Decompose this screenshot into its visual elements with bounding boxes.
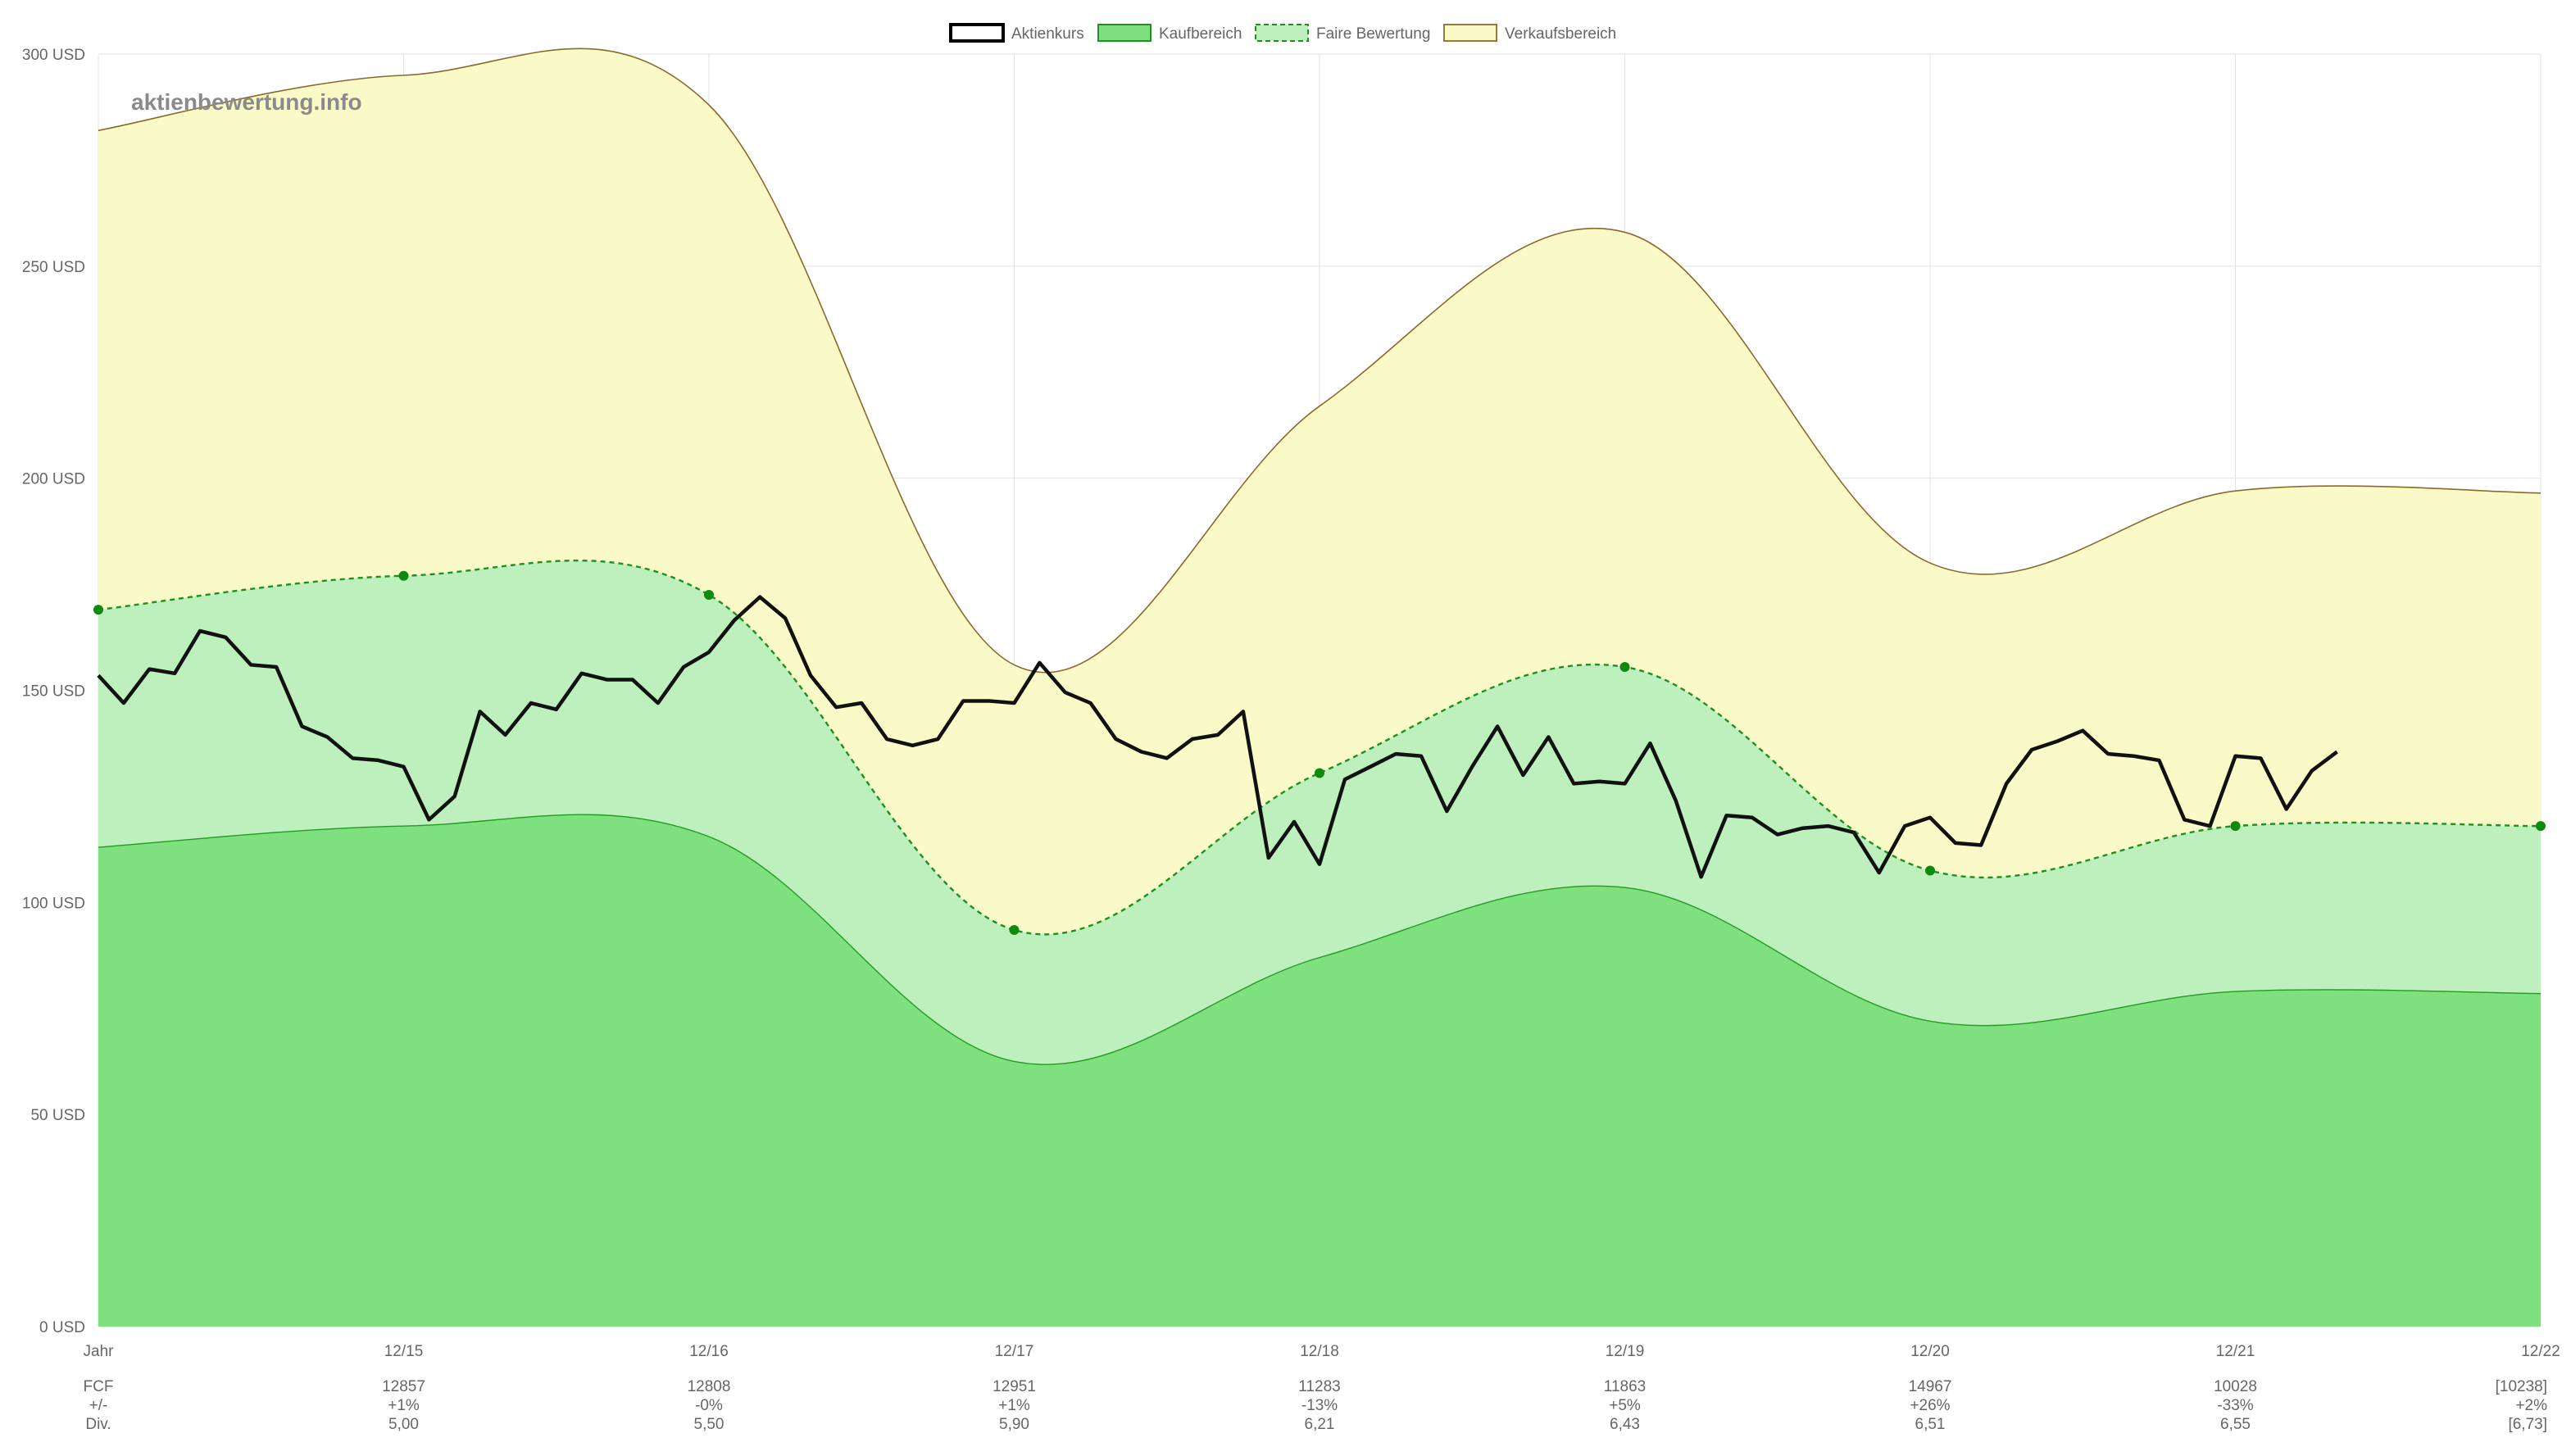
table-cell-0-0: 12857 xyxy=(382,1378,425,1395)
x-tick-label-0: Jahr xyxy=(84,1343,115,1360)
table-cell-0-3: 11283 xyxy=(1298,1378,1340,1395)
x-tick-label-6: 12/20 xyxy=(1910,1343,1950,1360)
fair-value-point-7 xyxy=(2230,821,2241,832)
table-cell-0-5: 14967 xyxy=(1909,1378,1952,1395)
fair-value-point-6 xyxy=(1925,865,1935,876)
fair-value-point-5 xyxy=(1619,662,1630,673)
legend-label-kaufbereich: Kaufbereich xyxy=(1159,25,1242,43)
fair-value-point-8 xyxy=(2536,821,2546,832)
x-axis: Jahr 12/15 12/16 12/17 12/18 12/19 12/20 12/21 1… xyxy=(84,1343,2560,1360)
kaufbereich-line xyxy=(98,814,2541,1065)
y-tick-label-2: 100 USD xyxy=(22,895,85,912)
table-cell-1-1: -0% xyxy=(695,1397,723,1414)
x-tick-label-7: 12/21 xyxy=(2216,1343,2255,1360)
table-cell-2-5: 6,51 xyxy=(1915,1416,1946,1433)
legend-item-kaufbereich[interactable]: Kaufbereich xyxy=(1097,24,1242,43)
x-tick-label-5: 12/19 xyxy=(1606,1343,1645,1360)
legend-swatch-kaufbereich xyxy=(1097,24,1151,42)
x-tick-label-3: 12/17 xyxy=(995,1343,1034,1360)
table-cell-0-4: 11863 xyxy=(1604,1378,1646,1395)
table-cell-0-7: [10238] xyxy=(2496,1378,2547,1395)
x-tick-label-2: 12/16 xyxy=(689,1343,729,1360)
fair-value-points xyxy=(93,570,2546,935)
table-cell-0-2: 12951 xyxy=(993,1378,1036,1395)
y-tick-label-1: 50 USD xyxy=(30,1107,85,1124)
area-series xyxy=(98,48,2541,1327)
legend-swatch-faire xyxy=(1255,24,1309,42)
x-tick-label-1: 12/15 xyxy=(384,1343,424,1360)
legend-label-faire: Faire Bewertung xyxy=(1316,25,1430,43)
legend-item-aktienkurs[interactable]: Aktienkurs xyxy=(949,23,1084,43)
fair-value-point-3 xyxy=(1009,924,1020,935)
legend-swatch-verkauf xyxy=(1443,24,1497,42)
y-tick-label-4: 200 USD xyxy=(22,471,85,488)
table-cell-1-6: -33% xyxy=(2217,1397,2253,1414)
verkaufsbereich-area xyxy=(98,48,2541,935)
fair-value-point-1 xyxy=(398,570,409,581)
line-series xyxy=(97,48,2541,1065)
faire-bewertung-area xyxy=(98,560,2541,1065)
legend-label-verkauf: Verkaufsbereich xyxy=(1505,25,1616,43)
table-cell-2-6: 6,55 xyxy=(2220,1416,2251,1433)
legend-swatch-aktienkurs xyxy=(949,23,1005,43)
fundamentals-table: FCF 12857 12808 12951 11283 11863 14967 10028 [1… xyxy=(84,1378,2548,1433)
legend-label-aktienkurs: Aktienkurs xyxy=(1011,25,1084,43)
aktienkurs-line xyxy=(97,595,2338,879)
table-cell-2-3: 6,21 xyxy=(1305,1416,1335,1433)
fair-value-point-4 xyxy=(1315,768,1324,778)
table-row-label-2: Div. xyxy=(85,1416,111,1433)
fair-value-point-0 xyxy=(93,605,103,615)
table-cell-0-6: 10028 xyxy=(2214,1378,2257,1395)
table-row-label-1: +/- xyxy=(89,1397,108,1414)
verkaufsbereich-line xyxy=(98,48,2541,674)
y-axis: 0 USD 50 USD 100 USD 150 USD 200 USD 250 USD 3… xyxy=(22,47,85,1336)
table-cell-0-1: 12808 xyxy=(688,1378,731,1395)
table-cell-1-7: +2% xyxy=(2515,1397,2547,1414)
table-row-label-0: FCF xyxy=(84,1378,114,1395)
table-cell-1-2: +1% xyxy=(998,1397,1030,1414)
table-cell-2-7: [6,73] xyxy=(2508,1416,2547,1433)
x-tick-label-4: 12/18 xyxy=(1300,1343,1339,1360)
y-tick-label-6: 300 USD xyxy=(22,47,85,64)
y-tick-label-3: 150 USD xyxy=(22,683,85,701)
y-tick-label-5: 250 USD xyxy=(22,259,85,276)
x-tick-label-8: 12/22 xyxy=(2521,1343,2560,1360)
table-cell-2-0: 5,00 xyxy=(388,1416,419,1433)
table-cell-1-3: -13% xyxy=(1301,1397,1338,1414)
table-cell-2-4: 6,43 xyxy=(1610,1416,1640,1433)
legend[interactable]: Aktienkurs Kaufbereich Faire Bewertung Verk… xyxy=(949,23,1616,43)
table-cell-1-4: +5% xyxy=(1609,1397,1641,1414)
fair-value-point-2 xyxy=(704,590,714,601)
faire-bewertung-line xyxy=(98,559,2541,936)
table-cell-2-2: 5,90 xyxy=(999,1416,1029,1433)
legend-item-verkauf[interactable]: Verkaufsbereich xyxy=(1443,24,1616,43)
kaufbereich-area xyxy=(98,814,2541,1327)
watermark: aktienbewertung.info xyxy=(131,89,362,115)
table-cell-1-0: +1% xyxy=(388,1397,420,1414)
table-cell-2-1: 5,50 xyxy=(694,1416,725,1433)
y-tick-label-0: 0 USD xyxy=(39,1319,85,1336)
table-cell-1-5: +26% xyxy=(1910,1397,1950,1414)
legend-item-faire[interactable]: Faire Bewertung xyxy=(1255,24,1430,43)
